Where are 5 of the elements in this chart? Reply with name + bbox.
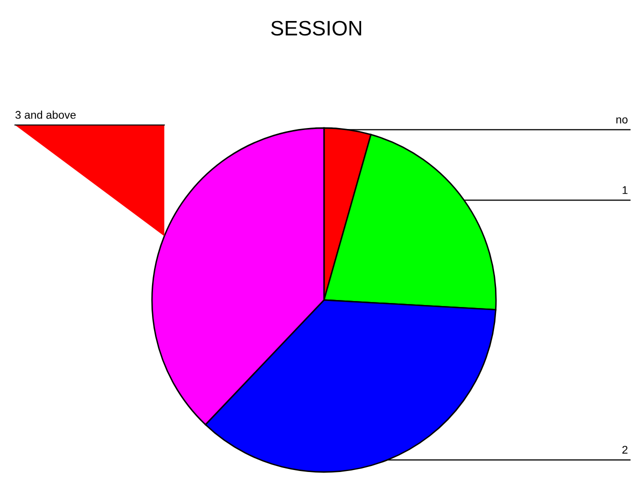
slice-label: 3 and above	[15, 110, 76, 119]
slice-label: 2	[622, 446, 628, 454]
slice-label: 1	[622, 186, 628, 194]
chart-title: SESSION	[271, 20, 362, 36]
slice-label: no	[616, 117, 628, 124]
